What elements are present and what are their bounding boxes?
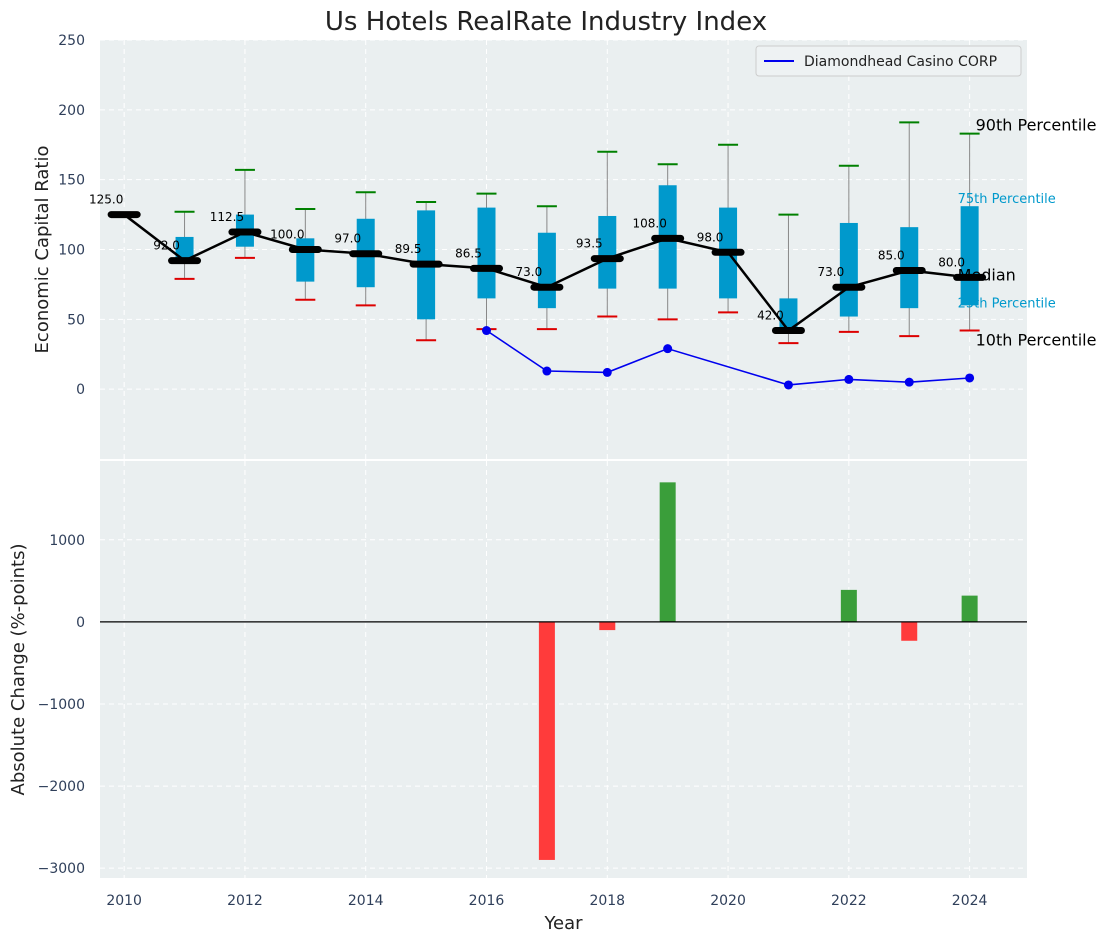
top-y-tick-label: 150 <box>58 173 85 189</box>
median-value-label: 89.5 <box>395 242 422 256</box>
x-tick-label: 2020 <box>710 893 746 909</box>
x-tick-label: 2016 <box>469 893 505 909</box>
company-point <box>482 326 492 336</box>
change-bar <box>901 621 918 641</box>
median-value-label: 108.0 <box>632 216 666 230</box>
x-tick-label: 2010 <box>106 893 142 909</box>
iqr-box <box>839 222 858 317</box>
median-value-label: 42.0 <box>757 309 784 323</box>
change-bar <box>599 621 616 631</box>
bottom-y-tick-label: 1000 <box>49 533 85 549</box>
annotation-p10: 10th Percentile <box>976 331 1097 350</box>
x-tick-label: 2024 <box>952 893 988 909</box>
company-line <box>486 329 970 386</box>
median-value-label: 125.0 <box>89 193 123 207</box>
bottom-y-tick-label: 0 <box>76 615 85 631</box>
chart-title: Us Hotels RealRate Industry Index <box>325 7 767 37</box>
x-axis-label: Year <box>543 913 583 934</box>
company-point <box>844 374 854 384</box>
bottom-plot-area <box>100 461 1027 878</box>
iqr-box <box>296 238 315 282</box>
top-y-axis-label: Economic Capital Ratio <box>32 146 53 354</box>
annotation-p25: 25th Percentile <box>958 296 1056 311</box>
median-value-label: 98.0 <box>697 230 724 244</box>
bottom-y-axis-label: Absolute Change (%-points) <box>8 544 29 796</box>
median-value-label: 93.5 <box>576 237 603 251</box>
top-y-tick-label: 100 <box>58 243 85 259</box>
annotation-median: Median <box>958 265 1016 284</box>
x-tick-label: 2014 <box>348 893 384 909</box>
x-tick-label: 2022 <box>831 893 867 909</box>
bottom-y-tick-label: −2000 <box>38 779 85 795</box>
company-point <box>602 367 612 377</box>
change-bar <box>538 621 555 860</box>
median-value-label: 112.5 <box>210 210 244 224</box>
median-value-label: 80.0 <box>938 255 965 269</box>
change-bar <box>961 595 978 622</box>
company-point <box>663 344 673 354</box>
median-value-label: 73.0 <box>516 265 543 279</box>
company-point <box>904 377 914 387</box>
company-point <box>783 380 793 390</box>
change-bar <box>659 482 676 622</box>
bottom-y-tick-label: −1000 <box>38 697 85 713</box>
iqr-box <box>477 207 496 299</box>
top-y-tick-label: 200 <box>58 103 85 119</box>
iqr-box <box>598 215 617 289</box>
company-point <box>542 366 552 376</box>
legend-box <box>755 45 1022 77</box>
annotation-p90: 90th Percentile <box>976 116 1097 135</box>
change-bar <box>840 589 857 622</box>
legend-label: Diamondhead Casino CORP <box>804 54 997 70</box>
top-y-tick-label: 50 <box>67 312 85 328</box>
top-y-tick-label: 0 <box>76 382 85 398</box>
x-tick-label: 2018 <box>589 893 625 909</box>
median-value-label: 73.0 <box>817 265 844 279</box>
annotation-p75: 75th Percentile <box>958 192 1056 207</box>
median-value-label: 86.5 <box>455 246 482 260</box>
median-value-label: 92.0 <box>153 239 180 253</box>
median-value-label: 97.0 <box>334 232 361 246</box>
company-point <box>965 373 975 383</box>
median-value-label: 100.0 <box>270 228 304 242</box>
x-tick-label: 2012 <box>227 893 263 909</box>
bottom-y-tick-label: −3000 <box>38 861 85 877</box>
median-value-label: 85.0 <box>878 248 905 262</box>
top-y-tick-label: 250 <box>58 33 85 49</box>
